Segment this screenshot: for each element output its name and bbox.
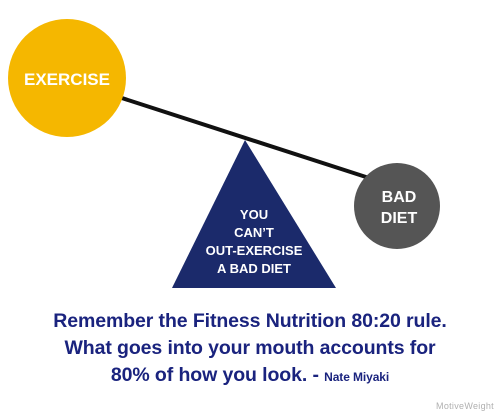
exercise-label: EXERCISE xyxy=(24,70,110,89)
quote-line-3-text: 80% of how you look. - xyxy=(110,364,325,386)
fulcrum-label-line-4: A BAD DIET xyxy=(217,261,291,276)
quote-line-1: Remember the Fitness Nutrition 80:20 rul… xyxy=(53,310,447,332)
bad-diet-label-line-2: DIET xyxy=(381,210,418,227)
fitness-quote: Remember the Fitness Nutrition 80:20 rul… xyxy=(0,308,500,391)
quote-line-3: 80% of how you look. - Nate Miyaki xyxy=(0,362,500,391)
seesaw-diagram: YOU CAN’T OUT-EXERCISE A BAD DIET EXERCI… xyxy=(8,19,440,288)
bad-diet-label-line-1: BAD xyxy=(382,189,417,206)
fulcrum-label-line-1: YOU xyxy=(240,207,268,222)
fulcrum-label-line-3: OUT-EXERCISE xyxy=(206,243,303,258)
bad-diet-circle xyxy=(354,163,440,249)
watermark: MotiveWeight xyxy=(436,401,494,411)
fulcrum-triangle xyxy=(172,140,336,288)
exercise-circle xyxy=(8,19,126,137)
quote-author: Nate Miyaki xyxy=(324,370,390,384)
fulcrum-label-line-2: CAN’T xyxy=(234,225,274,240)
quote-line-2: What goes into your mouth accounts for xyxy=(64,337,436,359)
